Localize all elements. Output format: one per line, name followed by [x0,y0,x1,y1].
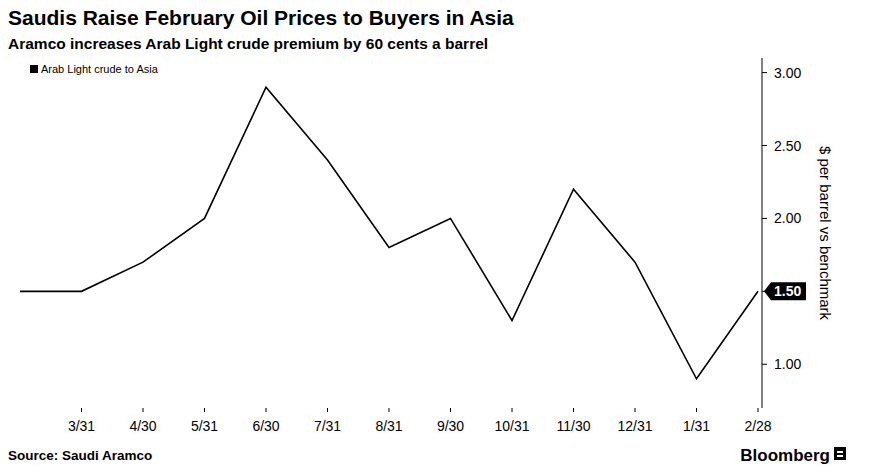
x-tick-label: 2/28 [744,418,771,434]
x-tick-label: 10/31 [494,418,529,434]
chart: Saudis Raise February Oil Prices to Buye… [0,0,870,475]
y-tick [762,218,767,219]
title: Saudis Raise February Oil Prices to Buye… [8,6,514,29]
x-tick [512,408,513,412]
logo-mark [837,455,843,457]
y-tick-label: 3.00 [774,65,801,81]
x-tick-label: 7/31 [314,418,341,434]
x-tick [635,408,636,412]
y-tick [762,72,767,73]
y-tick [762,145,767,146]
x-tick-label: 12/31 [617,418,652,434]
logo-box [834,447,846,460]
tag-box [764,282,806,300]
x-tick [266,408,267,412]
x-tick [81,408,82,412]
source: Source: Saudi Aramco [8,448,152,463]
y-tick [762,364,767,365]
x-tick-label: 3/31 [68,418,95,434]
x-tick [758,408,759,412]
x-tick [327,408,328,412]
x-tick [450,408,451,412]
x-tick [696,408,697,412]
legend-label: Arab Light crude to Asia [41,63,159,75]
y-tick-label: 1.50 [774,283,801,299]
x-tick [143,408,144,412]
series-line [20,87,758,379]
y-tick-label: 1.00 [774,356,801,372]
x-tick [204,408,205,412]
x-tick-label: 11/30 [557,418,591,434]
x-tick [573,408,574,412]
last-value-tag: 1.50 [764,282,806,300]
x-tick [389,408,390,412]
y-axis-label: $ per barrel vs benchmark [817,146,834,321]
x-tick-label: 5/31 [191,418,218,434]
y-axis-line [762,58,763,408]
subtitle: Aramco increases Arab Light crude premiu… [8,35,488,52]
logo-mark [837,451,843,453]
credit: Bloomberg [740,446,830,465]
y-tick-label: 2.50 [774,138,801,154]
legend: Arab Light crude to Asia [30,63,159,75]
x-tick-label: 1/31 [683,418,710,434]
x-tick-label: 4/30 [129,418,156,434]
x-tick-label: 8/31 [375,418,402,434]
legend-swatch [30,65,38,73]
y-tick-label: 2.00 [774,210,801,226]
x-tick-label: 9/30 [437,418,464,434]
plot-marks [20,87,758,379]
x-tick-label: 6/30 [252,418,279,434]
